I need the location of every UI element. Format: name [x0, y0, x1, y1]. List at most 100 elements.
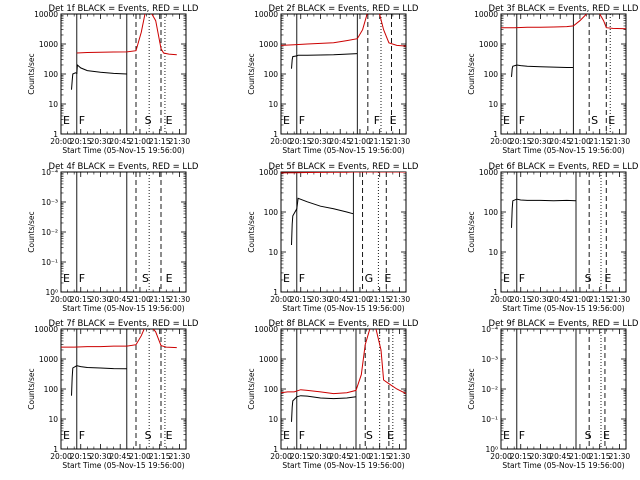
event-marker-label: E: [604, 272, 611, 285]
event-marker-label: F: [374, 114, 380, 127]
x-tick-label: 20:45: [549, 452, 571, 461]
event-marker-label: E: [603, 429, 610, 442]
panel-2: Det 2f BLACK = Events, RED = LLD 1 10 100 10…: [247, 4, 419, 155]
y-axis-label: Counts/sec: [247, 211, 256, 252]
y-tick-label: 100: [44, 385, 59, 394]
y-tick-label: 1000: [39, 355, 58, 364]
x-tick-label: 20:15: [510, 295, 532, 304]
x-tick-label: 21:00: [569, 295, 591, 304]
y-tick-label: 10⁻¹: [41, 258, 58, 267]
series-lld-line: [61, 329, 177, 349]
y-tick-label: 1: [273, 288, 278, 297]
series-events-line: [511, 64, 574, 77]
event-marker-label: F: [79, 272, 85, 285]
panel-5: Det 5f BLACK = Events, RED = LLD 1 10 100 10…: [247, 162, 419, 313]
y-tick-label: 10000: [474, 10, 498, 19]
y-tick-label: 10000: [254, 10, 278, 19]
panel-3: Det 3f BLACK = Events, RED = LLD 1 10 100 10…: [467, 4, 639, 155]
event-marker-label: E: [387, 429, 394, 442]
panel-title: Det 5f BLACK = Events, RED = LLD: [269, 162, 419, 172]
y-tick-label: 10⁻²: [41, 228, 58, 237]
y-tick-label: 10000: [254, 325, 278, 334]
event-marker-label: S: [142, 272, 149, 285]
event-marker-label: F: [299, 114, 305, 127]
event-marker-label: F: [519, 272, 525, 285]
event-marker-label: E: [503, 272, 510, 285]
x-tick-label: 21:30: [169, 452, 191, 461]
x-tick-label: 20:15: [510, 452, 532, 461]
series-events-line: [71, 63, 127, 90]
x-tick-label: 21:15: [369, 452, 391, 461]
x-tick-label: 20:15: [290, 452, 312, 461]
event-marker-label: E: [63, 114, 70, 127]
y-tick-label: 10⁻¹: [481, 415, 498, 424]
x-axis-label: Start Time (05-Nov-15 19:56:00): [282, 461, 404, 470]
event-marker-label: E: [283, 272, 290, 285]
panel-title: Det 4f BLACK = Events, RED = LLD: [49, 162, 199, 172]
y-tick-label: 10000: [34, 325, 58, 334]
x-tick-label: 20:30: [310, 137, 332, 146]
event-marker-label: E: [166, 272, 173, 285]
x-tick-label: 20:00: [270, 452, 292, 461]
x-tick-label: 21:30: [609, 295, 631, 304]
y-axis-label: Counts/sec: [247, 368, 256, 409]
x-tick-label: 21:15: [589, 452, 611, 461]
x-tick-label: 21:00: [129, 137, 151, 146]
x-tick-label: 20:45: [329, 295, 351, 304]
event-marker-label: S: [145, 429, 152, 442]
x-tick-label: 21:00: [349, 137, 371, 146]
x-tick-label: 21:30: [169, 137, 191, 146]
series-events-line: [291, 53, 358, 69]
y-tick-label: 10: [268, 415, 278, 424]
panel-title: Det 1f BLACK = Events, RED = LLD: [49, 4, 199, 14]
series-lld-line: [76, 14, 177, 56]
event-marker-label: E: [63, 272, 70, 285]
y-axis-label: Counts/sec: [467, 53, 476, 94]
x-tick-label: 21:30: [389, 137, 411, 146]
x-tick-label: 20:15: [290, 295, 312, 304]
y-tick-label: 100: [484, 70, 499, 79]
y-axis-label: Counts/sec: [27, 368, 36, 409]
x-tick-label: 20:00: [270, 295, 292, 304]
x-axis-label: Start Time (05-Nov-15 19:56:00): [62, 304, 184, 313]
y-tick-label: 1000: [259, 40, 278, 49]
event-marker-label: F: [79, 114, 85, 127]
x-tick-label: 20:00: [50, 452, 72, 461]
x-tick-label: 20:30: [310, 295, 332, 304]
event-marker-label: E: [503, 429, 510, 442]
y-tick-label: 10: [48, 100, 58, 109]
x-tick-label: 20:15: [70, 295, 92, 304]
x-tick-label: 20:00: [50, 295, 72, 304]
event-marker-label: F: [79, 429, 85, 442]
y-tick-label: 1: [493, 288, 498, 297]
y-tick-label: 1: [53, 130, 58, 139]
panel-title: Det 9f BLACK = Events, RED = LLD: [489, 319, 639, 329]
x-tick-label: 21:15: [149, 452, 171, 461]
x-axis-label: Start Time (05-Nov-15 19:56:00): [502, 146, 624, 155]
x-tick-label: 21:30: [609, 452, 631, 461]
event-marker-label: E: [283, 114, 290, 127]
event-marker-label: S: [585, 429, 592, 442]
panel-6: Det 6f BLACK = Events, RED = LLD 1 10 100 10…: [467, 162, 639, 313]
x-tick-label: 20:30: [530, 452, 552, 461]
y-tick-label: 10⁻⁴: [481, 325, 498, 334]
x-axis-label: Start Time (05-Nov-15 19:56:00): [502, 304, 624, 313]
event-marker-label: F: [519, 429, 525, 442]
event-marker-label: F: [299, 272, 305, 285]
y-axis-label: Counts/sec: [467, 368, 476, 409]
x-axis-label: Start Time (05-Nov-15 19:56:00): [62, 146, 184, 155]
x-tick-label: 21:00: [129, 295, 151, 304]
series-lld-line: [281, 172, 406, 174]
x-tick-label: 21:30: [389, 452, 411, 461]
series-events-line: [291, 197, 354, 246]
y-tick-label: 1: [273, 130, 278, 139]
event-marker-label: F: [519, 114, 525, 127]
event-marker-label: E: [503, 114, 510, 127]
panel-1: Det 1f BLACK = Events, RED = LLD 1 10 100 10…: [27, 4, 199, 155]
y-tick-label: 1000: [479, 168, 498, 177]
x-tick-label: 20:00: [490, 137, 512, 146]
y-tick-label: 10⁰: [485, 445, 498, 454]
x-tick-label: 20:45: [549, 295, 571, 304]
x-tick-label: 20:45: [329, 452, 351, 461]
